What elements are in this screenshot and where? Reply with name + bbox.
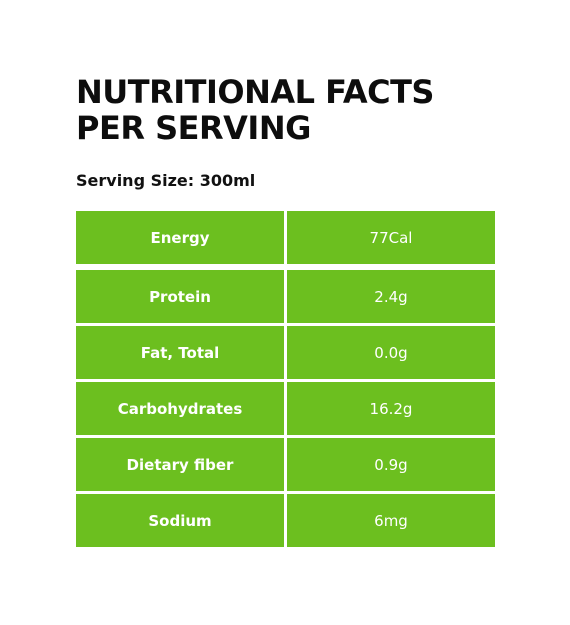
table-row: Sodium 6mg	[76, 491, 495, 547]
nutrient-name: Carbohydrates	[76, 382, 284, 435]
nutrient-value: 6mg	[287, 494, 495, 547]
nutrient-name: Dietary fiber	[76, 438, 284, 491]
serving-size-label: Serving Size: 300ml	[76, 171, 256, 190]
title-line-1: NUTRITIONAL FACTS	[76, 73, 434, 111]
cell-divider	[284, 491, 287, 544]
nutrient-value: 0.9g	[287, 438, 495, 491]
nutrient-value: 16.2g	[287, 382, 495, 435]
table-row: Energy 77Cal	[76, 211, 495, 267]
nutrient-name: Sodium	[76, 494, 284, 547]
table-row: Dietary fiber 0.9g	[76, 435, 495, 491]
title-line-2: PER SERVING	[76, 109, 311, 147]
cell-divider	[284, 379, 287, 432]
table-row: Carbohydrates 16.2g	[76, 379, 495, 435]
page-title: NUTRITIONAL FACTS PER SERVING	[76, 74, 434, 146]
table-row: Protein 2.4g	[76, 267, 495, 323]
cell-divider	[284, 435, 287, 488]
cell-divider	[284, 323, 287, 376]
cell-divider	[284, 267, 287, 320]
nutrient-value: 2.4g	[287, 270, 495, 323]
nutrient-value: 0.0g	[287, 326, 495, 379]
table-row: Fat, Total 0.0g	[76, 323, 495, 379]
nutrient-name: Protein	[76, 270, 284, 323]
nutrition-table: Energy 77Cal Protein 2.4g Fat, Total 0.0…	[76, 211, 495, 547]
nutrient-name: Fat, Total	[76, 326, 284, 379]
cell-divider	[284, 211, 287, 264]
nutrient-value: 77Cal	[287, 211, 495, 264]
nutrient-name: Energy	[76, 211, 284, 264]
